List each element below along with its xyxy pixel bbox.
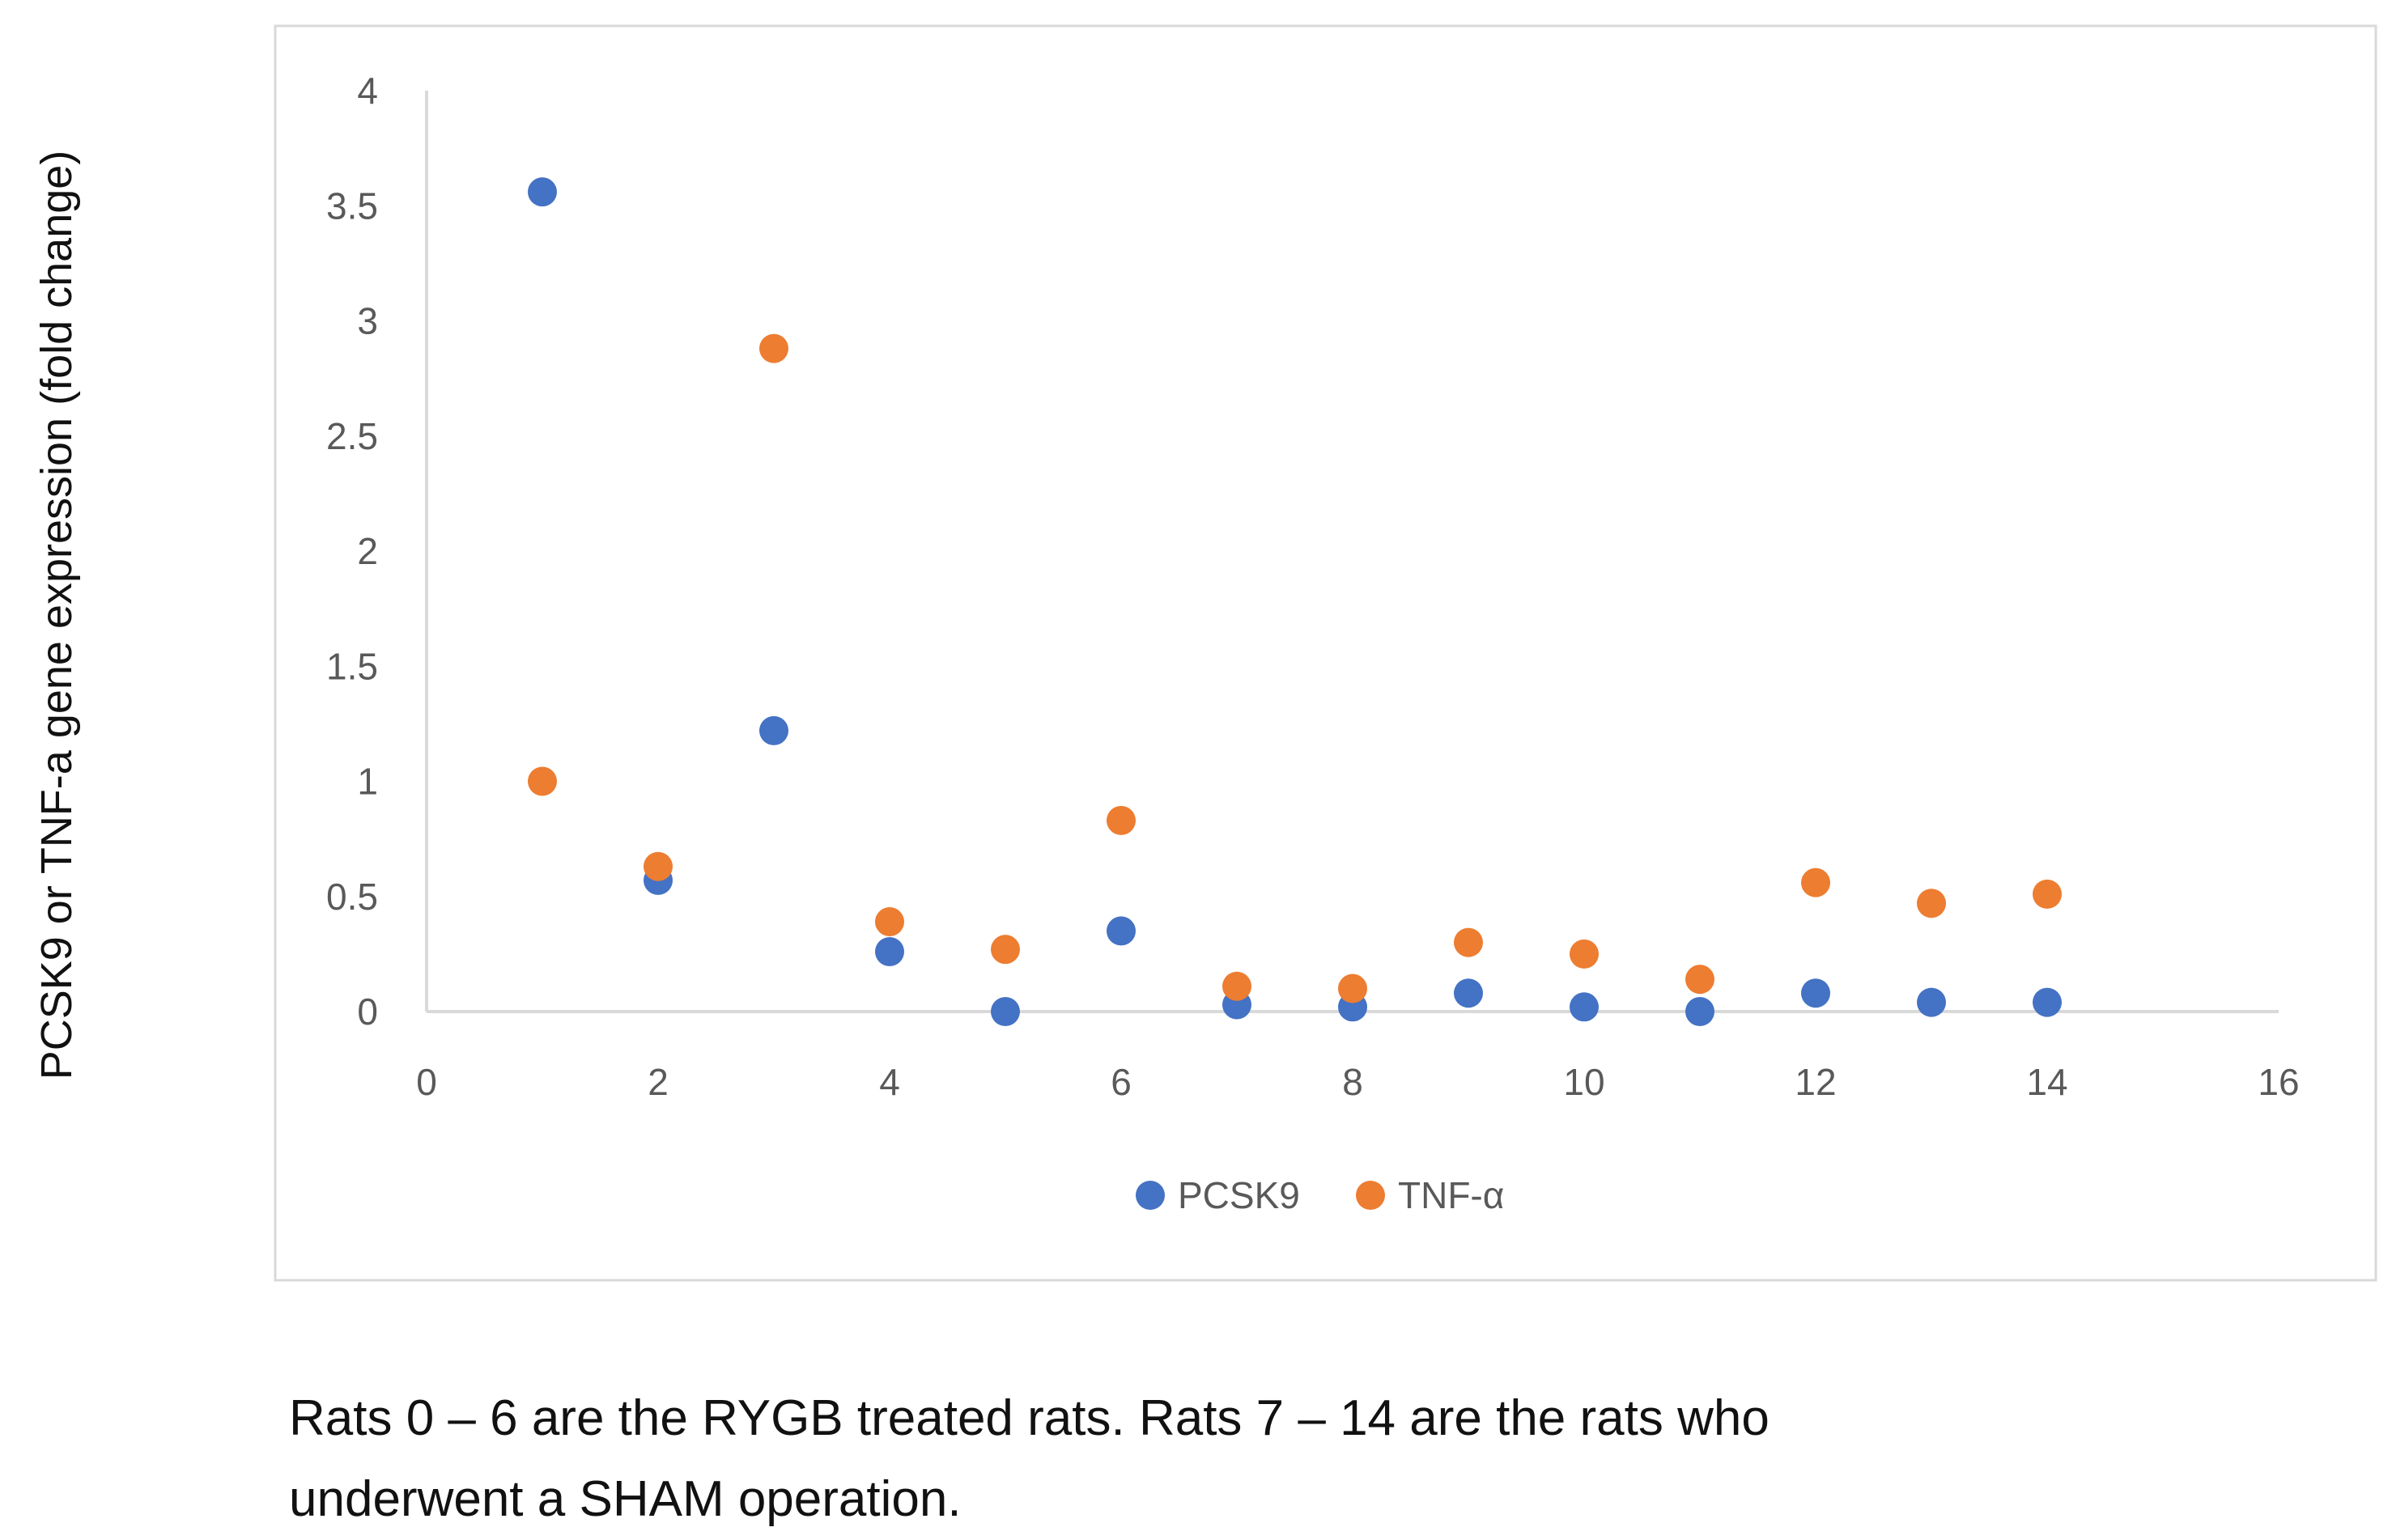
point-pcsk9	[1801, 978, 1830, 1008]
point-tnf	[1570, 939, 1599, 969]
point-pcsk9	[1570, 992, 1599, 1022]
point-tnf	[1107, 805, 1136, 835]
y-tick-labels: 0 0.5 1 1.5 2 2.5 3 3.5 4	[326, 70, 378, 1033]
point-tnf	[1338, 974, 1367, 1003]
point-tnf	[991, 935, 1020, 965]
data-points	[528, 177, 2062, 1026]
y-tick-label: 3.5	[326, 185, 378, 227]
x-tick-label: 16	[2258, 1061, 2299, 1103]
point-tnf	[528, 766, 557, 796]
point-tnf	[2033, 879, 2062, 909]
caption-line-1: Rats 0 – 6 are the RYGB treated rats. Ra…	[289, 1390, 1770, 1446]
x-tick-label: 0	[416, 1061, 437, 1103]
point-tnf	[759, 333, 788, 363]
caption-line-2: underwent a SHAM operation.	[289, 1471, 962, 1527]
y-tick-label: 3	[357, 300, 378, 342]
point-pcsk9	[528, 177, 557, 207]
y-tick-label: 2	[357, 530, 378, 572]
point-tnf	[1801, 868, 1830, 897]
point-pcsk9	[1917, 987, 1946, 1017]
legend-label-tnf: TNF-α	[1398, 1174, 1504, 1216]
x-tick-label: 2	[648, 1061, 669, 1103]
point-tnf	[1222, 971, 1251, 1001]
point-pcsk9	[875, 937, 904, 967]
x-tick-label: 10	[1563, 1061, 1604, 1103]
point-tnf	[1917, 889, 1946, 918]
x-tick-label: 8	[1342, 1061, 1363, 1103]
x-tick-label: 12	[1795, 1061, 1836, 1103]
legend-marker-tnf	[1356, 1181, 1385, 1210]
x-tick-label: 4	[879, 1061, 900, 1103]
x-tick-label: 6	[1111, 1061, 1132, 1103]
x-tick-labels: 0 2 4 6 8 10 12 14 16	[416, 1061, 2299, 1103]
point-pcsk9	[759, 715, 788, 745]
point-tnf	[644, 851, 673, 881]
legend-label-pcsk9: PCSK9	[1178, 1174, 1300, 1216]
legend-marker-pcsk9	[1136, 1181, 1165, 1210]
y-tick-label: 0	[357, 991, 378, 1033]
y-tick-label: 1.5	[326, 645, 378, 687]
point-pcsk9	[2033, 987, 2062, 1017]
point-tnf	[1685, 965, 1714, 995]
y-tick-label: 0.5	[326, 876, 378, 918]
y-tick-label: 2.5	[326, 415, 378, 457]
point-pcsk9	[1454, 978, 1483, 1008]
y-tick-label: 1	[357, 761, 378, 803]
legend: PCSK9 TNF-α	[1136, 1174, 1504, 1216]
point-tnf	[875, 907, 904, 937]
point-pcsk9	[991, 997, 1020, 1026]
x-tick-label: 14	[2026, 1061, 2067, 1103]
point-tnf	[1454, 927, 1483, 957]
point-pcsk9	[1107, 916, 1136, 946]
chart-frame	[274, 24, 2377, 1282]
y-tick-label: 4	[357, 70, 378, 112]
point-pcsk9	[1685, 997, 1714, 1026]
y-axis-title: PCSK9 or TNF-a gene expression (fold cha…	[32, 151, 81, 1080]
